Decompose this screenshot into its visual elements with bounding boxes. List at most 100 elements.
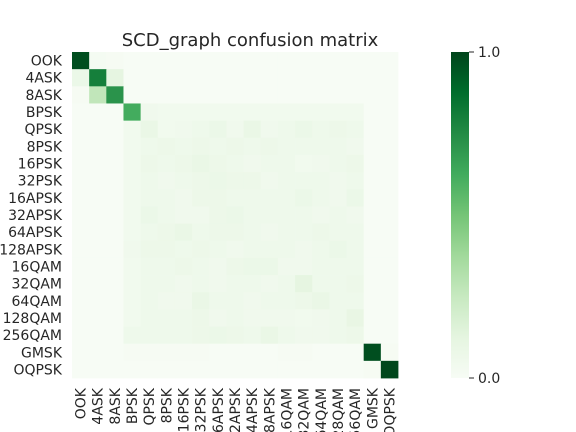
heatmap-cell-8PSK-8PSK: [157, 137, 176, 156]
heatmap-cell-32APSK-16PSK: [174, 206, 193, 224]
heatmap-cell-OOK-8ASK: [106, 52, 124, 70]
heatmap-cell-BPSK-16APSK: [209, 103, 227, 122]
heatmap-cell-16PSK-16PSK: [174, 154, 193, 173]
y-tick-label-32QAM: 32QAM: [12, 277, 63, 293]
heatmap-cell-32QAM-OOK: [72, 275, 90, 293]
heatmap-cell-128APSK-32QAM: [295, 240, 313, 259]
heatmap-cell-128QAM-128QAM: [329, 309, 347, 327]
heatmap-cell-OOK-4ASK: [89, 52, 107, 70]
heatmap-cell-4ASK-128QAM: [329, 69, 347, 87]
heatmap-cell-16QAM-16PSK: [174, 257, 193, 276]
heatmap-cell-BPSK-32PSK: [192, 103, 210, 122]
heatmap-cell-16QAM-8PSK: [157, 257, 176, 276]
heatmap-cell-32PSK-OOK: [72, 172, 90, 190]
heatmap-cell-4ASK-OOK: [72, 69, 90, 87]
heatmap-cell-OOK-32APSK: [226, 52, 244, 70]
heatmap-cell-32PSK-64QAM: [312, 172, 330, 190]
heatmap-cell-QPSK-OQPSK: [380, 120, 399, 139]
heatmap-cell-OOK-64APSK: [243, 52, 262, 70]
heatmap-cell-16QAM-128QAM: [329, 257, 347, 276]
heatmap-cell-BPSK-32QAM: [295, 103, 313, 122]
y-tick-label-QPSK: QPSK: [24, 122, 62, 138]
heatmap-cell-OQPSK-16PSK: [174, 360, 193, 379]
heatmap-cell-256QAM-4ASK: [89, 326, 107, 345]
heatmap-cell-128QAM-8ASK: [106, 309, 124, 327]
heatmap-cell-8PSK-64QAM: [312, 137, 330, 156]
heatmap-cell-4ASK-BPSK: [123, 69, 142, 87]
heatmap-cell-64APSK-8PSK: [157, 223, 176, 242]
y-tick-label-GMSK: GMSK: [21, 345, 63, 361]
heatmap-cell-16APSK-8ASK: [106, 189, 124, 207]
heatmap-cell-8PSK-16QAM: [277, 137, 296, 156]
heatmap-cell-16PSK-OQPSK: [380, 154, 399, 173]
heatmap-cell-4ASK-256QAM: [346, 69, 365, 87]
heatmap-cell-64QAM-8ASK: [106, 292, 124, 310]
heatmap-cell-8PSK-32APSK: [226, 137, 244, 156]
x-tick-label-OQPSK: OQPSK: [382, 387, 398, 432]
heatmap-cell-8ASK-OQPSK: [380, 86, 399, 104]
heatmap-cell-16QAM-QPSK: [140, 257, 159, 276]
heatmap-cell-32APSK-256QAM: [346, 206, 365, 224]
heatmap-cell-GMSK-BPSK: [123, 343, 142, 362]
heatmap-cell-16APSK-32PSK: [192, 189, 210, 207]
heatmap-cell-256QAM-OOK: [72, 326, 90, 345]
x-tick-label-BPSK: BPSK: [125, 387, 141, 424]
heatmap-cell-OQPSK-BPSK: [123, 360, 142, 379]
heatmap-cell-8ASK-BPSK: [123, 86, 142, 104]
heatmap-cell-32PSK-4ASK: [89, 172, 107, 190]
heatmap-cell-GMSK-64QAM: [312, 343, 330, 362]
heatmap-cell-32QAM-64APSK: [243, 275, 262, 293]
heatmap-cell-32APSK-8ASK: [106, 206, 124, 224]
colorbar-min-label: 0.0: [478, 371, 500, 387]
heatmap-cell-32PSK-GMSK: [363, 172, 382, 190]
heatmap-cell-128QAM-16QAM: [277, 309, 296, 327]
heatmap-cell-64APSK-QPSK: [140, 223, 159, 242]
heatmap-cells: [72, 52, 399, 379]
heatmap-cell-GMSK-16PSK: [174, 343, 193, 362]
heatmap-cell-OOK-32PSK: [192, 52, 210, 70]
heatmap-cell-QPSK-4ASK: [89, 120, 107, 139]
heatmap-cell-8ASK-QPSK: [140, 86, 159, 104]
heatmap-cell-16PSK-8ASK: [106, 154, 124, 173]
heatmap-cell-OQPSK-QPSK: [140, 360, 159, 379]
heatmap-cell-64APSK-4ASK: [89, 223, 107, 242]
heatmap-cell-128QAM-OQPSK: [380, 309, 399, 327]
heatmap-cell-32QAM-64QAM: [312, 275, 330, 293]
heatmap-cell-OQPSK-32PSK: [192, 360, 210, 379]
heatmap-cell-16APSK-16APSK: [209, 189, 227, 207]
heatmap-cell-16APSK-8PSK: [157, 189, 176, 207]
heatmap-cell-QPSK-BPSK: [123, 120, 142, 139]
heatmap-cell-QPSK-32PSK: [192, 120, 210, 139]
heatmap-cell-8PSK-4ASK: [89, 137, 107, 156]
heatmap-cell-64APSK-128QAM: [329, 223, 347, 242]
heatmap-cell-16QAM-32PSK: [192, 257, 210, 276]
heatmap-cell-BPSK-GMSK: [363, 103, 382, 122]
x-tick-label-32QAM: 32QAM: [297, 388, 313, 432]
heatmap-cell-64QAM-32APSK: [226, 292, 244, 310]
heatmap-cell-BPSK-64APSK: [243, 103, 262, 122]
heatmap-cell-4ASK-16PSK: [174, 69, 193, 87]
x-tick-label-128QAM: 128QAM: [331, 388, 347, 432]
heatmap-cell-BPSK-128QAM: [329, 103, 347, 122]
heatmap-cell-128APSK-GMSK: [363, 240, 382, 259]
heatmap-cell-32QAM-BPSK: [123, 275, 142, 293]
heatmap-cell-256QAM-64APSK: [243, 326, 262, 345]
heatmap-cell-8ASK-OOK: [72, 86, 90, 104]
heatmap-cell-16QAM-64APSK: [243, 257, 262, 276]
heatmap-cell-8ASK-256QAM: [346, 86, 365, 104]
heatmap-cell-64QAM-OQPSK: [380, 292, 399, 310]
heatmap-cell-128APSK-128QAM: [329, 240, 347, 259]
heatmap-cell-8ASK-GMSK: [363, 86, 382, 104]
heatmap-cell-4ASK-32QAM: [295, 69, 313, 87]
x-tick-label-16PSK: 16PSK: [177, 387, 193, 432]
heatmap-cell-QPSK-128APSK: [260, 120, 279, 139]
heatmap-cell-64APSK-16QAM: [277, 223, 296, 242]
heatmap-cell-QPSK-32APSK: [226, 120, 244, 139]
heatmap-cell-128QAM-16APSK: [209, 309, 227, 327]
heatmap-cell-32QAM-32APSK: [226, 275, 244, 293]
heatmap-cell-4ASK-16APSK: [209, 69, 227, 87]
heatmap-cell-GMSK-256QAM: [346, 343, 365, 362]
heatmap-cell-BPSK-8ASK: [106, 103, 124, 122]
heatmap-cell-8PSK-8ASK: [106, 137, 124, 156]
heatmap-cell-8PSK-OQPSK: [380, 137, 399, 156]
